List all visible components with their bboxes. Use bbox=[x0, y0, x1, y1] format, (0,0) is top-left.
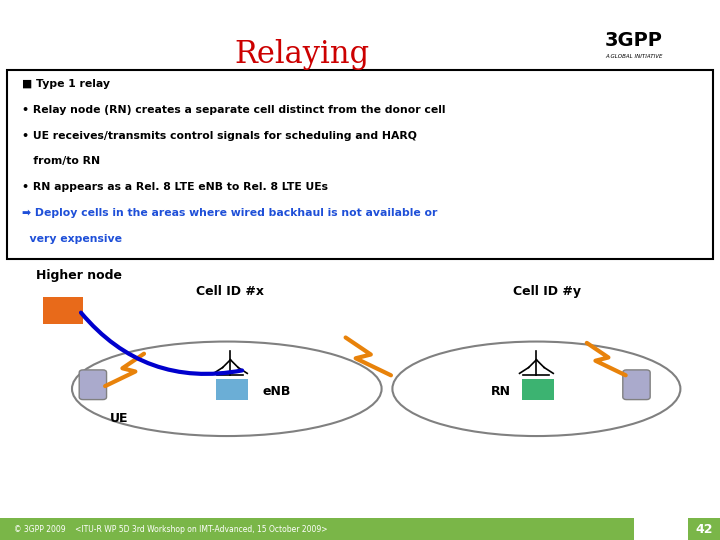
FancyBboxPatch shape bbox=[0, 518, 634, 540]
Text: very expensive: very expensive bbox=[22, 234, 122, 244]
Text: Relaying: Relaying bbox=[235, 38, 370, 70]
Text: RN: RN bbox=[490, 385, 510, 398]
FancyBboxPatch shape bbox=[623, 370, 650, 400]
FancyBboxPatch shape bbox=[7, 70, 713, 259]
Text: eNB: eNB bbox=[263, 385, 291, 398]
FancyBboxPatch shape bbox=[216, 379, 248, 400]
FancyBboxPatch shape bbox=[688, 518, 720, 540]
Text: © 3GPP 2009    <ITU-R WP 5D 3rd Workshop on IMT-Advanced, 15 October 2009>: © 3GPP 2009 <ITU-R WP 5D 3rd Workshop on… bbox=[14, 525, 328, 534]
Text: Cell ID #y: Cell ID #y bbox=[513, 285, 581, 298]
Text: 3GPP: 3GPP bbox=[605, 31, 662, 50]
Text: ➡ Deploy cells in the areas where wired backhaul is not available or: ➡ Deploy cells in the areas where wired … bbox=[22, 208, 437, 218]
Text: UE: UE bbox=[109, 412, 128, 425]
Text: • Relay node (RN) creates a separate cell distinct from the donor cell: • Relay node (RN) creates a separate cel… bbox=[22, 105, 445, 114]
FancyBboxPatch shape bbox=[43, 297, 83, 324]
Text: Cell ID #x: Cell ID #x bbox=[197, 285, 264, 298]
Text: from/to RN: from/to RN bbox=[22, 157, 100, 166]
Text: Higher node: Higher node bbox=[36, 269, 122, 282]
Text: ■ Type 1 relay: ■ Type 1 relay bbox=[22, 79, 109, 89]
Text: A GLOBAL INITIATIVE: A GLOBAL INITIATIVE bbox=[605, 54, 662, 59]
Text: • UE receives/transmits control signals for scheduling and HARQ: • UE receives/transmits control signals … bbox=[22, 131, 416, 140]
FancyBboxPatch shape bbox=[522, 379, 554, 400]
Text: 42: 42 bbox=[696, 523, 713, 536]
FancyBboxPatch shape bbox=[79, 370, 107, 400]
Text: • RN appears as a Rel. 8 LTE eNB to Rel. 8 LTE UEs: • RN appears as a Rel. 8 LTE eNB to Rel.… bbox=[22, 183, 328, 192]
